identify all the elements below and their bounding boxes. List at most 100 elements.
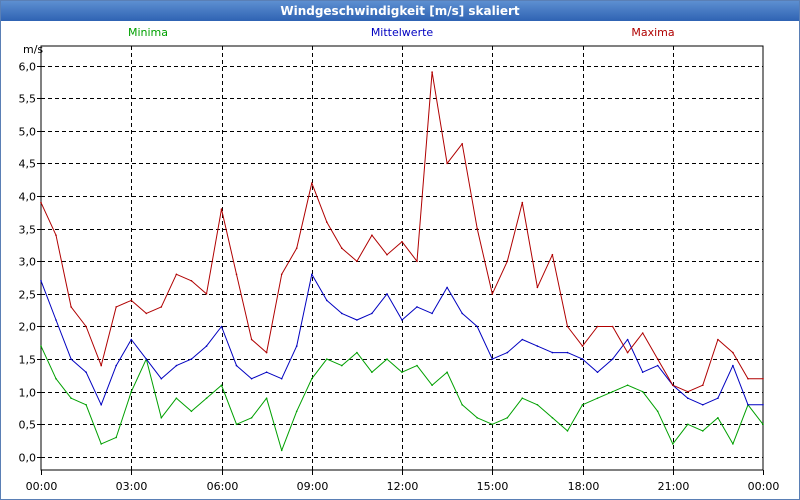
data-point-maxima: [265, 351, 268, 354]
data-point-maxima: [687, 390, 689, 393]
data-point-minima: [295, 410, 298, 413]
data-point-maxima: [40, 201, 42, 204]
data-point-mittel: [100, 404, 102, 406]
data-point-mittel: [476, 325, 479, 328]
data-point-mittel: [581, 358, 584, 360]
data-point-maxima: [160, 306, 163, 308]
data-point-minima: [265, 397, 268, 400]
data-point-mittel: [280, 377, 283, 380]
data-point-minima: [521, 397, 524, 400]
data-point-minima: [536, 404, 539, 406]
data-point-minima: [626, 384, 629, 387]
data-point-minima: [506, 417, 509, 419]
data-point-maxima: [431, 71, 433, 73]
x-tick-date-label: 05.03.12: [288, 498, 337, 499]
data-point-mittel: [295, 345, 298, 347]
data-point-mittel: [341, 312, 343, 315]
window-title: Windgeschwindigkeit [m/s] skaliert: [1, 1, 799, 21]
data-point-mittel: [431, 312, 433, 315]
data-point-mittel: [160, 377, 163, 380]
data-point-maxima: [70, 306, 72, 308]
data-point-minima: [371, 371, 373, 374]
data-point-maxima: [626, 351, 629, 354]
data-point-mittel: [747, 404, 749, 406]
data-point-minima: [190, 410, 193, 413]
data-point-maxima: [446, 162, 448, 165]
data-point-minima: [581, 404, 584, 406]
data-point-mittel: [641, 371, 644, 374]
data-point-maxima: [747, 377, 749, 380]
data-point-mittel: [491, 358, 494, 360]
data-point-minima: [70, 397, 72, 400]
x-tick-date-label: 05.03.12: [559, 498, 608, 499]
data-point-maxima: [326, 221, 328, 223]
data-point-mittel: [732, 364, 734, 367]
data-point-minima: [566, 430, 569, 432]
data-point-maxima: [115, 306, 117, 308]
data-point-minima: [55, 377, 57, 380]
data-point-maxima: [371, 234, 373, 236]
data-point-maxima: [85, 325, 87, 328]
data-point-maxima: [611, 325, 614, 328]
x-tick-time-label: 06:00: [207, 480, 239, 493]
data-point-maxima: [401, 240, 403, 243]
data-point-minima: [446, 371, 448, 374]
data-point-mittel: [85, 371, 87, 374]
y-tick-label: 3,5: [19, 224, 37, 237]
data-point-minima: [130, 390, 133, 393]
data-point-minima: [235, 423, 238, 426]
data-point-mittel: [762, 404, 764, 406]
data-point-minima: [220, 384, 223, 387]
data-point-mittel: [521, 338, 524, 341]
x-tick-date-label: 05.03.12: [198, 498, 247, 499]
data-point-mittel: [536, 345, 539, 347]
data-point-mittel: [461, 312, 464, 315]
legend-mittelwerte: Mittelwerte: [371, 26, 434, 39]
data-point-mittel: [551, 351, 554, 354]
data-point-mittel: [717, 397, 719, 400]
data-point-minima: [175, 397, 178, 400]
data-point-minima: [717, 417, 719, 419]
x-tick-date-label: 05.03.12: [17, 498, 66, 499]
data-point-maxima: [295, 247, 298, 249]
data-point-maxima: [145, 312, 148, 315]
data-point-maxima: [461, 143, 464, 145]
data-point-minima: [115, 436, 117, 439]
data-point-minima: [40, 345, 42, 347]
data-point-minima: [762, 423, 764, 426]
data-point-maxima: [100, 364, 102, 367]
data-point-maxima: [581, 345, 584, 347]
data-point-mittel: [250, 377, 253, 380]
legend-maxima: Maxima: [631, 26, 674, 39]
x-tick-time-label: 21:00: [658, 480, 690, 493]
data-point-maxima: [641, 332, 644, 334]
data-point-maxima: [491, 293, 494, 295]
x-tick-date-label: 05.03.12: [378, 498, 427, 499]
y-tick-label: 1,0: [19, 387, 37, 400]
legend-minima: Minima: [128, 26, 168, 39]
data-point-maxima: [356, 260, 358, 263]
data-point-mittel: [145, 358, 148, 360]
data-point-minima: [672, 443, 674, 445]
y-tick-label: 5,5: [19, 93, 37, 106]
data-point-minima: [100, 443, 102, 445]
y-tick-label: 2,0: [19, 321, 37, 334]
x-tick-date-label: 05.03.12: [107, 498, 156, 499]
data-point-mittel: [115, 364, 117, 367]
data-point-maxima: [220, 208, 223, 210]
data-point-maxima: [732, 351, 734, 354]
data-point-minima: [160, 417, 163, 419]
data-point-mittel: [401, 319, 403, 321]
data-point-minima: [386, 358, 388, 360]
data-point-maxima: [311, 182, 313, 184]
data-point-mittel: [205, 345, 208, 347]
data-point-mittel: [175, 364, 178, 367]
data-point-minima: [461, 404, 464, 406]
data-point-maxima: [536, 286, 539, 289]
y-tick-label: 1,5: [19, 354, 37, 367]
data-point-mittel: [416, 306, 418, 308]
data-point-mittel: [70, 358, 72, 360]
data-point-minima: [326, 358, 328, 360]
data-point-maxima: [596, 325, 599, 328]
